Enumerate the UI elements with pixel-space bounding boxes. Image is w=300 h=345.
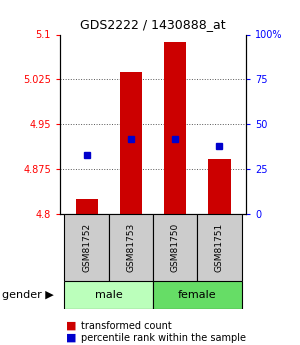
Text: GSM81752: GSM81752 (82, 223, 91, 272)
Text: transformed count: transformed count (81, 321, 172, 331)
Text: ■: ■ (66, 321, 76, 331)
Text: gender ▶: gender ▶ (2, 290, 53, 300)
Bar (164, 42, 186, 214)
Text: ■: ■ (66, 333, 76, 343)
Text: male: male (95, 290, 123, 300)
Text: GSM81753: GSM81753 (126, 223, 135, 272)
Text: female: female (178, 290, 217, 300)
Bar (76, 199, 98, 214)
Bar (120, 71, 142, 214)
Title: GDS2222 / 1430888_at: GDS2222 / 1430888_at (80, 18, 226, 31)
Bar (153, 214, 197, 281)
Text: GSM81750: GSM81750 (171, 223, 180, 272)
Bar (109, 214, 153, 281)
Bar (64, 214, 109, 281)
Text: percentile rank within the sample: percentile rank within the sample (81, 333, 246, 343)
Bar (208, 159, 230, 214)
Bar (64, 281, 153, 309)
Bar (197, 214, 242, 281)
Bar (153, 281, 242, 309)
Text: GSM81751: GSM81751 (215, 223, 224, 272)
